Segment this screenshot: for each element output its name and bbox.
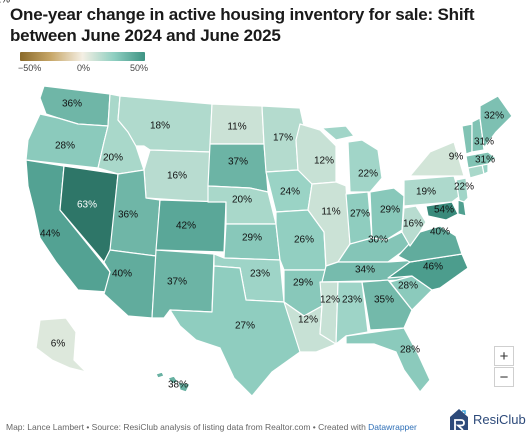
- state-label-oh: 29%: [380, 205, 400, 216]
- state-nj[interactable]: [455, 177, 469, 207]
- state-label-ut: 36%: [118, 210, 138, 221]
- state-label-nc: 46%: [423, 262, 443, 273]
- state-label-fl: 28%: [400, 345, 420, 356]
- state-label-nm: 37%: [167, 277, 187, 288]
- state-label-vt: 31%: [0, 0, 10, 6]
- state-label-ne: 20%: [232, 195, 252, 206]
- state-label-mo: 26%: [294, 235, 314, 246]
- state-label-in: 27%: [350, 209, 370, 220]
- state-label-ga: 35%: [374, 295, 394, 306]
- state-label-nv: 63%: [77, 200, 97, 211]
- state-wv[interactable]: [401, 205, 427, 247]
- state-label-hi: 38%: [168, 380, 188, 391]
- state-hi[interactable]: [155, 371, 191, 393]
- state-label-id: 20%: [103, 153, 123, 164]
- zoom-out-button[interactable]: −: [494, 367, 514, 387]
- state-label-nh: 31%: [474, 137, 494, 148]
- brand-name: ResiClub: [473, 411, 526, 427]
- state-label-az: 40%: [112, 269, 132, 280]
- state-mi[interactable]: [321, 125, 383, 193]
- state-label-va: 40%: [430, 227, 450, 238]
- state-label-ok: 23%: [250, 269, 270, 280]
- state-ak[interactable]: [35, 317, 87, 373]
- state-label-co: 42%: [176, 221, 196, 232]
- map-footer: Map: Lance Lambert • Source: ResiClub an…: [6, 422, 417, 432]
- state-label-wv: 16%: [403, 219, 423, 230]
- state-pa[interactable]: [403, 175, 461, 207]
- state-label-tx: 27%: [235, 321, 255, 332]
- state-ky[interactable]: [337, 231, 411, 263]
- state-me[interactable]: [479, 95, 513, 149]
- state-ma[interactable]: [465, 151, 497, 169]
- state-label-me: 32%: [484, 111, 504, 122]
- state-label-tn: 34%: [355, 265, 375, 276]
- state-fl[interactable]: [345, 327, 431, 393]
- state-de[interactable]: [457, 199, 467, 217]
- legend-gradient-bar: [20, 52, 145, 61]
- state-ga[interactable]: [361, 279, 413, 331]
- state-label-ny: 9%: [449, 152, 464, 163]
- state-label-wa: 36%: [62, 99, 82, 110]
- state-label-ia: 24%: [280, 187, 300, 198]
- state-label-la: 12%: [298, 315, 318, 326]
- state-az[interactable]: [103, 249, 157, 319]
- state-label-ms: 12%: [320, 295, 340, 306]
- state-label-ar: 29%: [293, 278, 313, 289]
- state-label-ks: 29%: [242, 233, 262, 244]
- resiclub-logo-icon: [450, 409, 468, 431]
- resiclub-brand: ResiClub: [448, 406, 526, 432]
- state-label-pa: 19%: [416, 187, 436, 198]
- state-label-or: 28%: [55, 141, 75, 152]
- legend-min-label: −50%: [18, 63, 42, 73]
- state-label-wi: 12%: [314, 156, 334, 167]
- state-label-al: 23%: [342, 295, 362, 306]
- state-md[interactable]: [425, 201, 459, 221]
- state-label-ca: 44%: [40, 229, 60, 240]
- state-label-md: 54%: [434, 205, 454, 216]
- map-title: One-year change in active housing invent…: [10, 5, 475, 45]
- legend-mid-label: 0%: [77, 63, 91, 73]
- state-label-wy: 16%: [167, 171, 187, 182]
- state-label-ma: 31%: [475, 155, 495, 166]
- state-label-mi: 22%: [358, 169, 378, 180]
- datawrapper-link[interactable]: Datawrapper: [368, 422, 417, 432]
- color-legend: −50% 0% 50%: [18, 52, 149, 75]
- state-label-mt: 18%: [150, 121, 170, 132]
- state-label-ak: 6%: [51, 339, 66, 350]
- state-label-ky: 30%: [368, 235, 388, 246]
- state-vt[interactable]: [461, 123, 473, 155]
- state-sd[interactable]: [207, 143, 269, 193]
- state-label-mn: 17%: [273, 133, 293, 144]
- state-label-nd: 11%: [227, 122, 246, 133]
- legend-max-label: 50%: [130, 63, 149, 73]
- state-ny[interactable]: [409, 141, 465, 177]
- footer-credit: Map: Lance Lambert • Source: ResiClub an…: [6, 422, 369, 432]
- state-label-sc: 28%: [398, 281, 418, 292]
- legend-labels: −50% 0% 50%: [18, 61, 149, 75]
- zoom-in-button[interactable]: +: [494, 346, 514, 366]
- state-label-il: 11%: [321, 207, 340, 218]
- state-label-sd: 37%: [228, 157, 248, 168]
- state-ms[interactable]: [319, 281, 339, 345]
- state-label-nj: 22%: [454, 182, 474, 193]
